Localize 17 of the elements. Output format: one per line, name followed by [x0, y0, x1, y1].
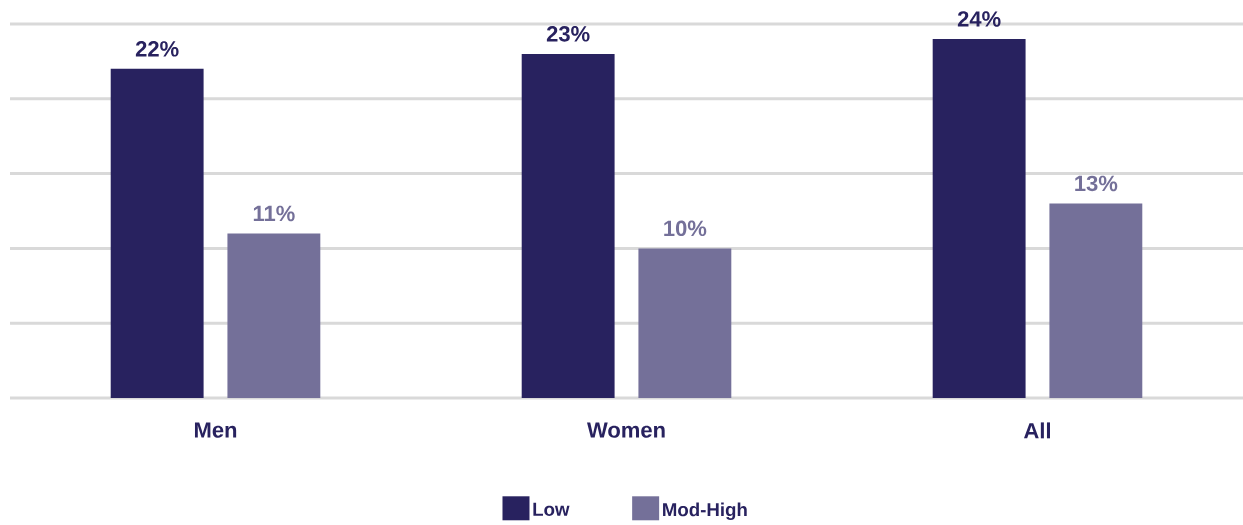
bar [932, 38, 1026, 398]
bar [521, 53, 615, 398]
bar [227, 233, 321, 398]
data-label: 13% [1075, 175, 1118, 192]
data-label: 22% [135, 41, 179, 57]
data-label: 10% [664, 220, 707, 237]
bar [1049, 203, 1143, 398]
legend-label: Mod-High [663, 502, 747, 521]
data-label: 23% [546, 26, 590, 42]
data-label: 24% [957, 11, 1001, 27]
x-tick-label: All [1023, 422, 1050, 439]
x-tick-label: Men [194, 422, 237, 438]
bar [110, 68, 204, 398]
legend-label: Low [533, 502, 570, 516]
x-tick-label: Women [587, 422, 665, 438]
data-label: 11% [253, 205, 295, 222]
bar [638, 248, 732, 398]
